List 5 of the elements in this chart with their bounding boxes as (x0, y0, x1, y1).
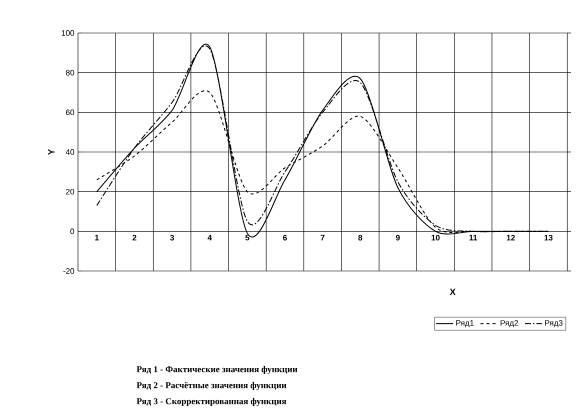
text: Ряд 3 - Скорректированная функция (136, 398, 286, 406)
text: Ряд 1 - Фактические значения функции (136, 366, 298, 374)
y-axis-title: Y (48, 149, 54, 155)
x-axis-title: X (450, 288, 456, 295)
text: Ряд 2 - Расчётные значения функции (136, 382, 286, 390)
